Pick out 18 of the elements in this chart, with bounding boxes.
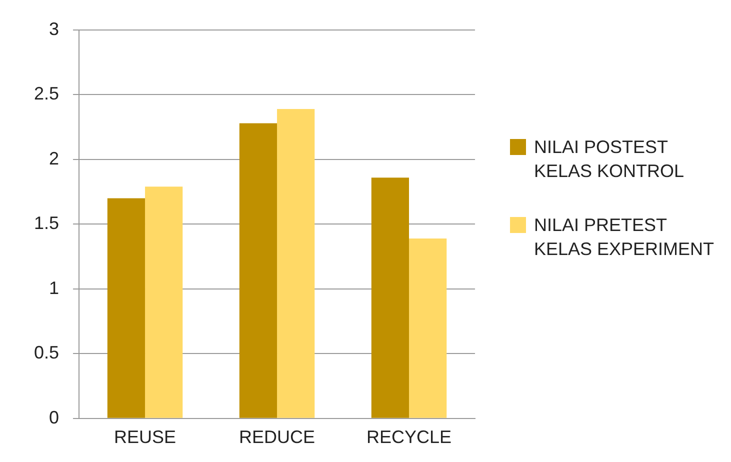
x-tick-label: RECYCLE [366,427,452,448]
y-tick-label: 2.5 [34,84,60,104]
bar [107,198,146,418]
bar [239,123,278,418]
y-tick-label: 1 [49,278,60,298]
y-tick-label: 3 [49,18,60,39]
bar [371,178,410,418]
bar [277,108,315,418]
x-tick-label: REDUCE [239,427,316,448]
y-tick-label: 2 [49,148,60,168]
bar [145,186,183,418]
x-tick-label: REUSE [114,427,176,448]
legend-label: NILAI POSTEST KELAS KONTROL [534,136,686,183]
legend-label: NILAI PRETEST KELAS EXPERIMENT [534,214,716,261]
bar [409,238,447,418]
y-tick-label: 0 [49,407,60,428]
y-tick-label: 1.5 [34,213,60,234]
y-tick-label: 0.5 [34,342,60,363]
